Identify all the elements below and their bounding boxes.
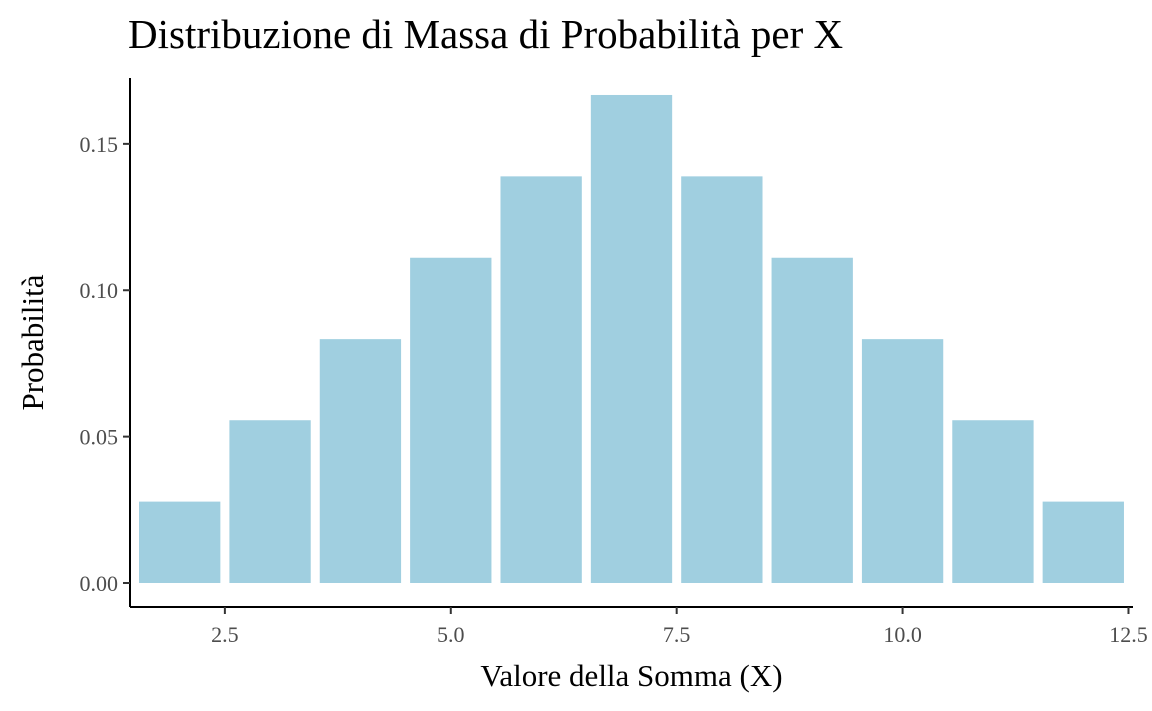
bar-x-2 [139,501,221,583]
x-tick-label: 5.0 [437,622,465,647]
chart-title: Distribuzione di Massa di Probabilità pe… [128,11,844,57]
x-tick-label: 12.5 [1109,622,1148,647]
x-tick-label: 7.5 [663,622,691,647]
bars-group [139,94,1124,584]
x-ticks-group: 2.5 5.0 7.5 10.0 12.5 [211,607,1148,647]
bar-x-12 [1042,501,1124,583]
x-tick-label: 2.5 [211,622,239,647]
y-ticks-group: 0.00 0.05 0.10 0.15 [80,132,130,596]
bar-x-5 [410,257,492,583]
bar-x-9 [771,257,853,583]
y-axis-label: Probabilità [15,274,50,410]
y-tick-label: 0.05 [80,425,119,450]
x-axis-label: Valore della Somma (X) [480,658,782,693]
x-tick-label: 10.0 [883,622,922,647]
bar-x-10 [861,339,944,583]
bar-x-4 [319,339,402,583]
bar-x-8 [681,176,763,583]
bar-x-11 [952,420,1034,583]
bar-x-7 [590,94,673,584]
bar-x-6 [500,176,582,583]
bar-x-3 [229,420,311,583]
y-tick-label: 0.10 [80,278,119,303]
y-tick-label: 0.00 [80,571,119,596]
y-tick-label: 0.15 [80,132,119,157]
